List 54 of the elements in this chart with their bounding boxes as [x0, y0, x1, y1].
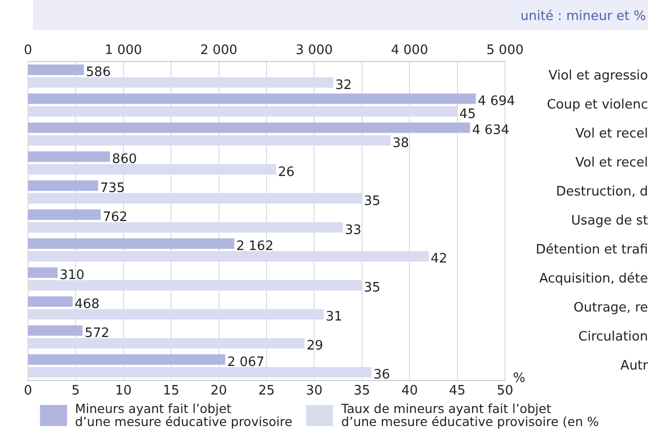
data-label: 45	[459, 106, 476, 122]
data-label: 33	[344, 222, 362, 238]
x-tick-label: 25	[258, 384, 275, 399]
y-tick-label: Vol et recel	[575, 155, 648, 170]
data-label: 29	[306, 338, 324, 354]
data-label: 572	[84, 326, 110, 341]
x2-tick-label: 0	[24, 43, 32, 58]
x-tick-label: 0	[24, 384, 32, 399]
legend-label: Mineurs ayant fait l’objet d’une mesure éducative provisoire	[75, 401, 292, 429]
data-label: 762	[102, 210, 128, 225]
x-tick-label: 45	[449, 384, 466, 399]
x2-tick-label: 4 000	[390, 43, 428, 58]
data-label: 4 694	[478, 94, 516, 110]
x-tick-label: 40	[401, 384, 418, 399]
x-tick-label: 10	[115, 384, 132, 399]
x-tick-label: 20	[210, 384, 228, 399]
text: unité : mineur et %	[520, 9, 646, 24]
data-label: 35	[364, 280, 380, 296]
data-label: 468	[74, 296, 100, 312]
x2-tick-label: 5 000	[486, 43, 524, 58]
data-label: 26	[278, 164, 295, 180]
y-tick-label: Outrage, re	[574, 300, 648, 316]
data-label: 310	[60, 268, 84, 283]
data-label: 36	[373, 368, 390, 383]
x-tick-label: 5	[72, 384, 80, 399]
data-label: 860	[112, 152, 137, 168]
x-tick-label: 30	[306, 384, 322, 399]
data-label: 38	[392, 136, 410, 151]
data-label: 4 634	[472, 123, 510, 138]
y-tick-label: Destruction, d	[556, 184, 648, 200]
y-tick-label: Coup et violenc	[546, 97, 648, 112]
data-label: 2 162	[236, 238, 274, 254]
data-label: 32	[335, 78, 352, 93]
y-tick-label: Autr	[620, 358, 648, 374]
y-tick-label: Circulation	[578, 329, 648, 344]
data-label: 735	[100, 181, 125, 196]
x2-tick-label: 1 000	[104, 43, 142, 58]
data-label: 2 067	[227, 354, 264, 370]
y-tick-label: Vol et recel	[575, 126, 648, 142]
y-tick-label: Viol et agressio	[548, 68, 648, 84]
y-tick-label: Usage de st	[571, 213, 648, 228]
x2-tick-label: 2 000	[200, 43, 238, 58]
x2-tick-label: 3 000	[296, 43, 333, 58]
x-tick-label: 50	[496, 384, 514, 399]
data-label: 35	[364, 194, 380, 209]
x-tick-label: 15	[162, 384, 180, 399]
y-tick-label: Détention et trafi	[536, 242, 648, 258]
x-tick-label: 35	[354, 384, 370, 399]
data-label: 42	[430, 252, 448, 267]
y-tick-label: Acquisition, déte	[539, 271, 648, 286]
legend-label: Taux de mineurs ayant fait l’objet d’une mesure éducative provisoire (en %	[341, 401, 599, 429]
x-axis-title: %	[513, 370, 526, 386]
data-label: 31	[326, 310, 342, 325]
data-label: 586	[86, 65, 111, 80]
